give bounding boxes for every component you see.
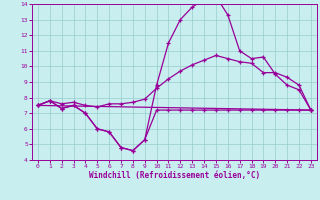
- X-axis label: Windchill (Refroidissement éolien,°C): Windchill (Refroidissement éolien,°C): [89, 171, 260, 180]
